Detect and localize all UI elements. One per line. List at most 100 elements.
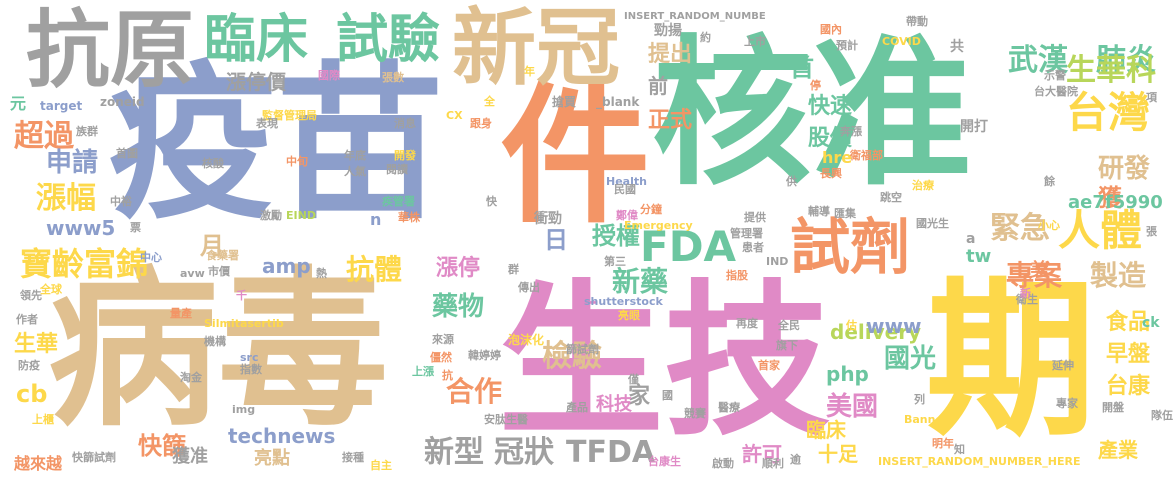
- word: 篩試劑: [566, 343, 599, 356]
- word: 超過: [14, 119, 74, 154]
- word: 逾: [790, 453, 801, 466]
- word: 漲幅: [36, 181, 96, 216]
- word: 傳出: [518, 281, 540, 294]
- word: 快: [486, 195, 497, 208]
- word: 快篩試劑: [72, 451, 116, 464]
- word: 指股: [726, 269, 748, 282]
- word: 閱讀: [386, 163, 408, 176]
- word: 隊伍: [1151, 409, 1173, 422]
- word: 熱: [316, 267, 327, 280]
- word: 國際: [318, 69, 340, 82]
- word: 列: [914, 393, 925, 406]
- word: 旗下: [776, 339, 798, 352]
- word: 許可: [742, 442, 782, 466]
- word: 患者: [742, 241, 764, 254]
- word: hre: [822, 148, 853, 167]
- word: 試驗: [336, 10, 441, 70]
- word: 生華: [14, 332, 59, 357]
- word: ck: [1142, 315, 1160, 331]
- word: 國內: [820, 23, 842, 36]
- word: 越來越: [14, 454, 63, 473]
- word: 快篩: [138, 432, 186, 460]
- word: 抗體: [346, 253, 403, 286]
- word: IND: [766, 255, 789, 268]
- word: 試劑: [790, 213, 910, 283]
- word: 帶動: [906, 15, 928, 28]
- word: 產品: [566, 401, 588, 414]
- word: 漲停價: [226, 70, 286, 94]
- word: 消息: [394, 117, 416, 130]
- word: 韓婷婷: [468, 349, 501, 362]
- word: Banner: [904, 413, 949, 426]
- word: 專家: [1056, 397, 1078, 410]
- word: 亮眼: [618, 309, 640, 322]
- word: 全: [484, 95, 495, 108]
- word: 提出: [648, 42, 693, 67]
- word: zoneid: [100, 95, 145, 109]
- word: 激勵: [260, 209, 282, 222]
- word: 衛福部: [850, 149, 883, 162]
- word: 開打: [960, 119, 988, 135]
- word: 中心: [140, 251, 162, 264]
- word: 抗原: [26, 1, 195, 99]
- word: 衝勁: [534, 211, 562, 227]
- word: 國光: [884, 344, 937, 374]
- word: 長興: [820, 167, 842, 180]
- word: 匯集: [834, 207, 856, 220]
- word: delivery: [830, 320, 922, 344]
- word: 首家: [758, 359, 780, 372]
- word: 漲停: [436, 256, 481, 281]
- word: 食品: [1106, 310, 1151, 335]
- word: 台康: [1106, 374, 1151, 399]
- word: 件: [500, 70, 651, 244]
- word: 抗: [442, 369, 453, 382]
- word: 緊急: [990, 211, 1050, 246]
- word: 快速: [808, 94, 853, 119]
- word: INSERT_RANDOM_NUMBER_HERE: [878, 455, 1081, 468]
- word: 人體: [1058, 206, 1143, 255]
- word: 冠狀: [494, 435, 554, 470]
- word: 上櫃: [32, 413, 54, 426]
- word: 勁揚: [654, 23, 682, 39]
- word: 美國: [826, 392, 879, 422]
- word: 研發: [1098, 154, 1151, 184]
- word: 奔漲: [840, 125, 862, 138]
- word: COVID: [882, 35, 921, 48]
- word: shutterstock: [584, 295, 663, 308]
- word: 張: [1146, 225, 1157, 238]
- word: 年: [524, 65, 535, 78]
- word: 亮點: [254, 448, 290, 469]
- word: 競賽: [684, 407, 706, 420]
- word: amp: [262, 254, 311, 278]
- word: 千: [236, 289, 247, 302]
- word: php: [826, 362, 869, 386]
- word: 管理署: [730, 227, 763, 240]
- word: 餘: [1044, 175, 1055, 188]
- word: 藥物: [432, 292, 485, 322]
- word: 合作: [446, 375, 503, 408]
- word: 製造: [1090, 259, 1147, 292]
- word: ae7f5990: [1068, 192, 1163, 213]
- word: 項: [1146, 91, 1157, 104]
- word: 共: [950, 39, 964, 55]
- word: target: [40, 99, 83, 113]
- word: 跟身: [470, 117, 492, 130]
- word: 核准: [652, 20, 973, 207]
- word: FDA: [640, 222, 737, 271]
- word: 疾管署: [382, 195, 415, 208]
- word: 輔導: [808, 205, 830, 218]
- word: 家: [628, 384, 651, 409]
- word: 國: [662, 389, 673, 402]
- word: 新型: [424, 435, 484, 470]
- word: 日: [544, 226, 568, 254]
- word: 臨床: [806, 418, 846, 442]
- word: 估: [846, 319, 857, 332]
- word: 僵然: [430, 351, 452, 364]
- word: 領先: [20, 289, 42, 302]
- word: 生華科: [1066, 53, 1156, 88]
- word: 申請: [46, 148, 99, 178]
- word: 張數: [382, 71, 404, 84]
- word: 國光生: [916, 217, 949, 230]
- word: 疫苗: [108, 46, 444, 242]
